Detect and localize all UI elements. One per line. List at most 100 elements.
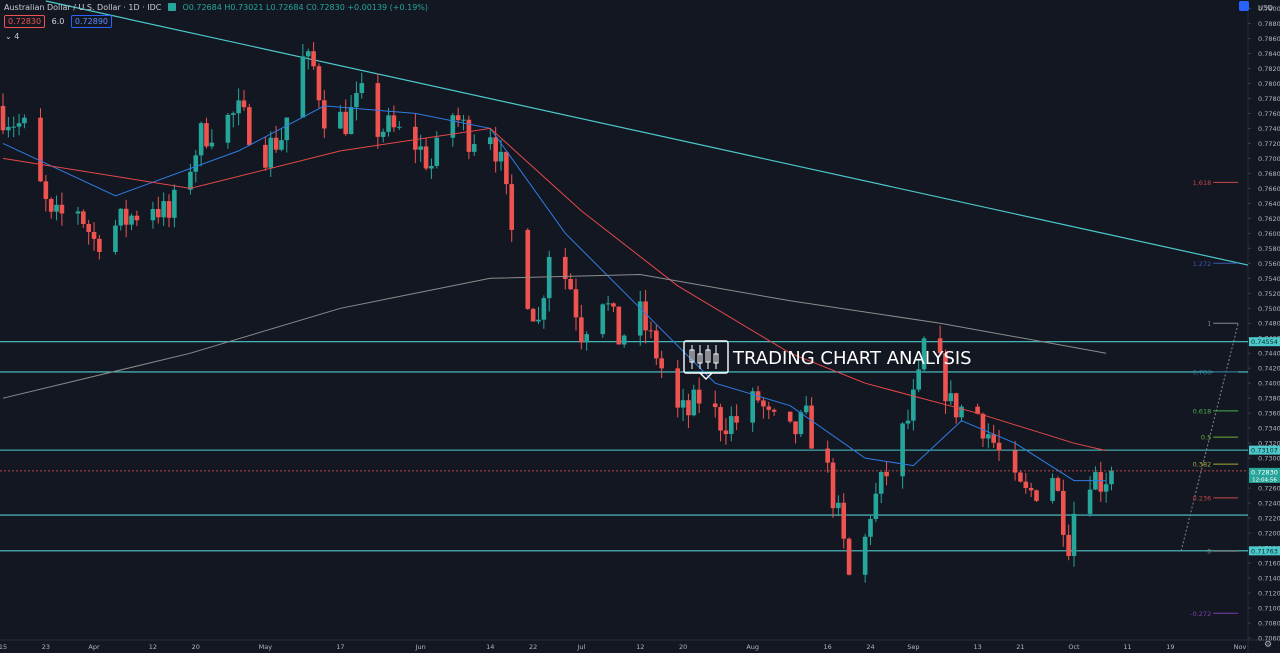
candle-up bbox=[1109, 470, 1114, 485]
x-tick-label: Nov bbox=[1234, 643, 1247, 651]
candle-up bbox=[300, 56, 306, 118]
candle-up bbox=[498, 151, 504, 162]
candle-up bbox=[750, 391, 755, 423]
x-tick-label: 13 bbox=[973, 643, 981, 651]
trade-buttons: 0.72830 6.0 0.72890 bbox=[4, 15, 113, 28]
candle-up bbox=[22, 117, 27, 124]
candle-up bbox=[172, 189, 177, 218]
candle-down bbox=[830, 462, 836, 509]
chart-settings-icon[interactable] bbox=[1239, 1, 1249, 11]
currency-label: USD bbox=[1258, 4, 1273, 12]
candle-down bbox=[343, 111, 349, 135]
candle-up bbox=[161, 201, 166, 218]
candle-down bbox=[1066, 534, 1071, 556]
candle-down bbox=[423, 146, 429, 169]
watermark-candle-body bbox=[689, 349, 695, 363]
candle-down bbox=[241, 100, 247, 108]
candle-down bbox=[980, 413, 986, 439]
x-tick-label: Jun bbox=[415, 643, 426, 651]
indicators-toggle[interactable]: ⌄ 4 bbox=[5, 32, 19, 41]
fibonacci-level-label: 1.272 bbox=[1193, 260, 1212, 268]
last-price-label: 0.72830 bbox=[1251, 468, 1278, 476]
fibonacci-level-label: 0.786 bbox=[1193, 368, 1212, 376]
candle-up bbox=[680, 400, 686, 408]
candle-down bbox=[413, 126, 418, 150]
candle-down bbox=[675, 368, 681, 408]
candle-up bbox=[359, 83, 365, 93]
candle-up bbox=[150, 208, 156, 221]
candle-up bbox=[959, 406, 964, 418]
candle-down bbox=[0, 105, 6, 131]
candle-down bbox=[654, 330, 659, 359]
candle-up bbox=[691, 389, 697, 416]
symbol-title[interactable]: Australian Dollar / U.S. Dollar · 1D · I… bbox=[4, 3, 162, 12]
x-tick-label: 15 bbox=[0, 643, 7, 651]
candle-down bbox=[530, 308, 536, 322]
candle-down bbox=[134, 215, 140, 221]
candle-down bbox=[81, 211, 86, 224]
candle-down bbox=[316, 66, 322, 101]
candle-down bbox=[455, 115, 461, 121]
candle-up bbox=[637, 301, 643, 336]
x-tick-label: Sep bbox=[907, 643, 919, 651]
candle-down bbox=[793, 421, 798, 435]
candle-down bbox=[809, 405, 814, 449]
buy-button[interactable]: 0.72890 bbox=[70, 15, 113, 28]
low-value: L0.72684 bbox=[266, 3, 304, 12]
sell-button[interactable]: 0.72830 bbox=[4, 15, 46, 28]
candle-down bbox=[975, 406, 980, 414]
x-tick-label: 17 bbox=[336, 643, 344, 651]
candle-up bbox=[600, 304, 606, 335]
candle-down bbox=[155, 208, 161, 218]
watermark-logo-frame bbox=[683, 340, 729, 374]
candle-down bbox=[943, 353, 948, 402]
candle-up bbox=[6, 126, 11, 131]
candle-down bbox=[787, 411, 793, 422]
candle-down bbox=[59, 204, 65, 214]
candle-down bbox=[43, 181, 49, 200]
candle-down bbox=[1018, 472, 1023, 482]
candle-down bbox=[766, 406, 772, 410]
fibonacci-level-label: 0.382 bbox=[1193, 461, 1212, 469]
candle-up bbox=[434, 137, 440, 166]
candle-up bbox=[584, 334, 589, 343]
level-price-label: 0.73107 bbox=[1251, 447, 1278, 455]
candle-down bbox=[761, 400, 766, 407]
candle-down bbox=[991, 434, 996, 443]
candle-down bbox=[273, 137, 279, 150]
level-price-tag bbox=[1249, 445, 1280, 455]
candle-down bbox=[953, 393, 959, 418]
x-tick-label: 24 bbox=[866, 643, 874, 651]
candle-up bbox=[11, 126, 17, 128]
gear-icon[interactable]: ⚙ bbox=[1264, 640, 1273, 650]
candle-up bbox=[798, 412, 804, 435]
candle-down bbox=[579, 317, 584, 343]
candle-up bbox=[900, 423, 905, 477]
candle-up bbox=[268, 137, 274, 168]
fibonacci-trend bbox=[1180, 323, 1239, 552]
candle-up bbox=[621, 335, 627, 345]
candle-up bbox=[536, 319, 541, 322]
watermark-candle-body bbox=[697, 353, 703, 364]
candle-up bbox=[284, 117, 290, 141]
candle-down bbox=[1034, 490, 1039, 501]
